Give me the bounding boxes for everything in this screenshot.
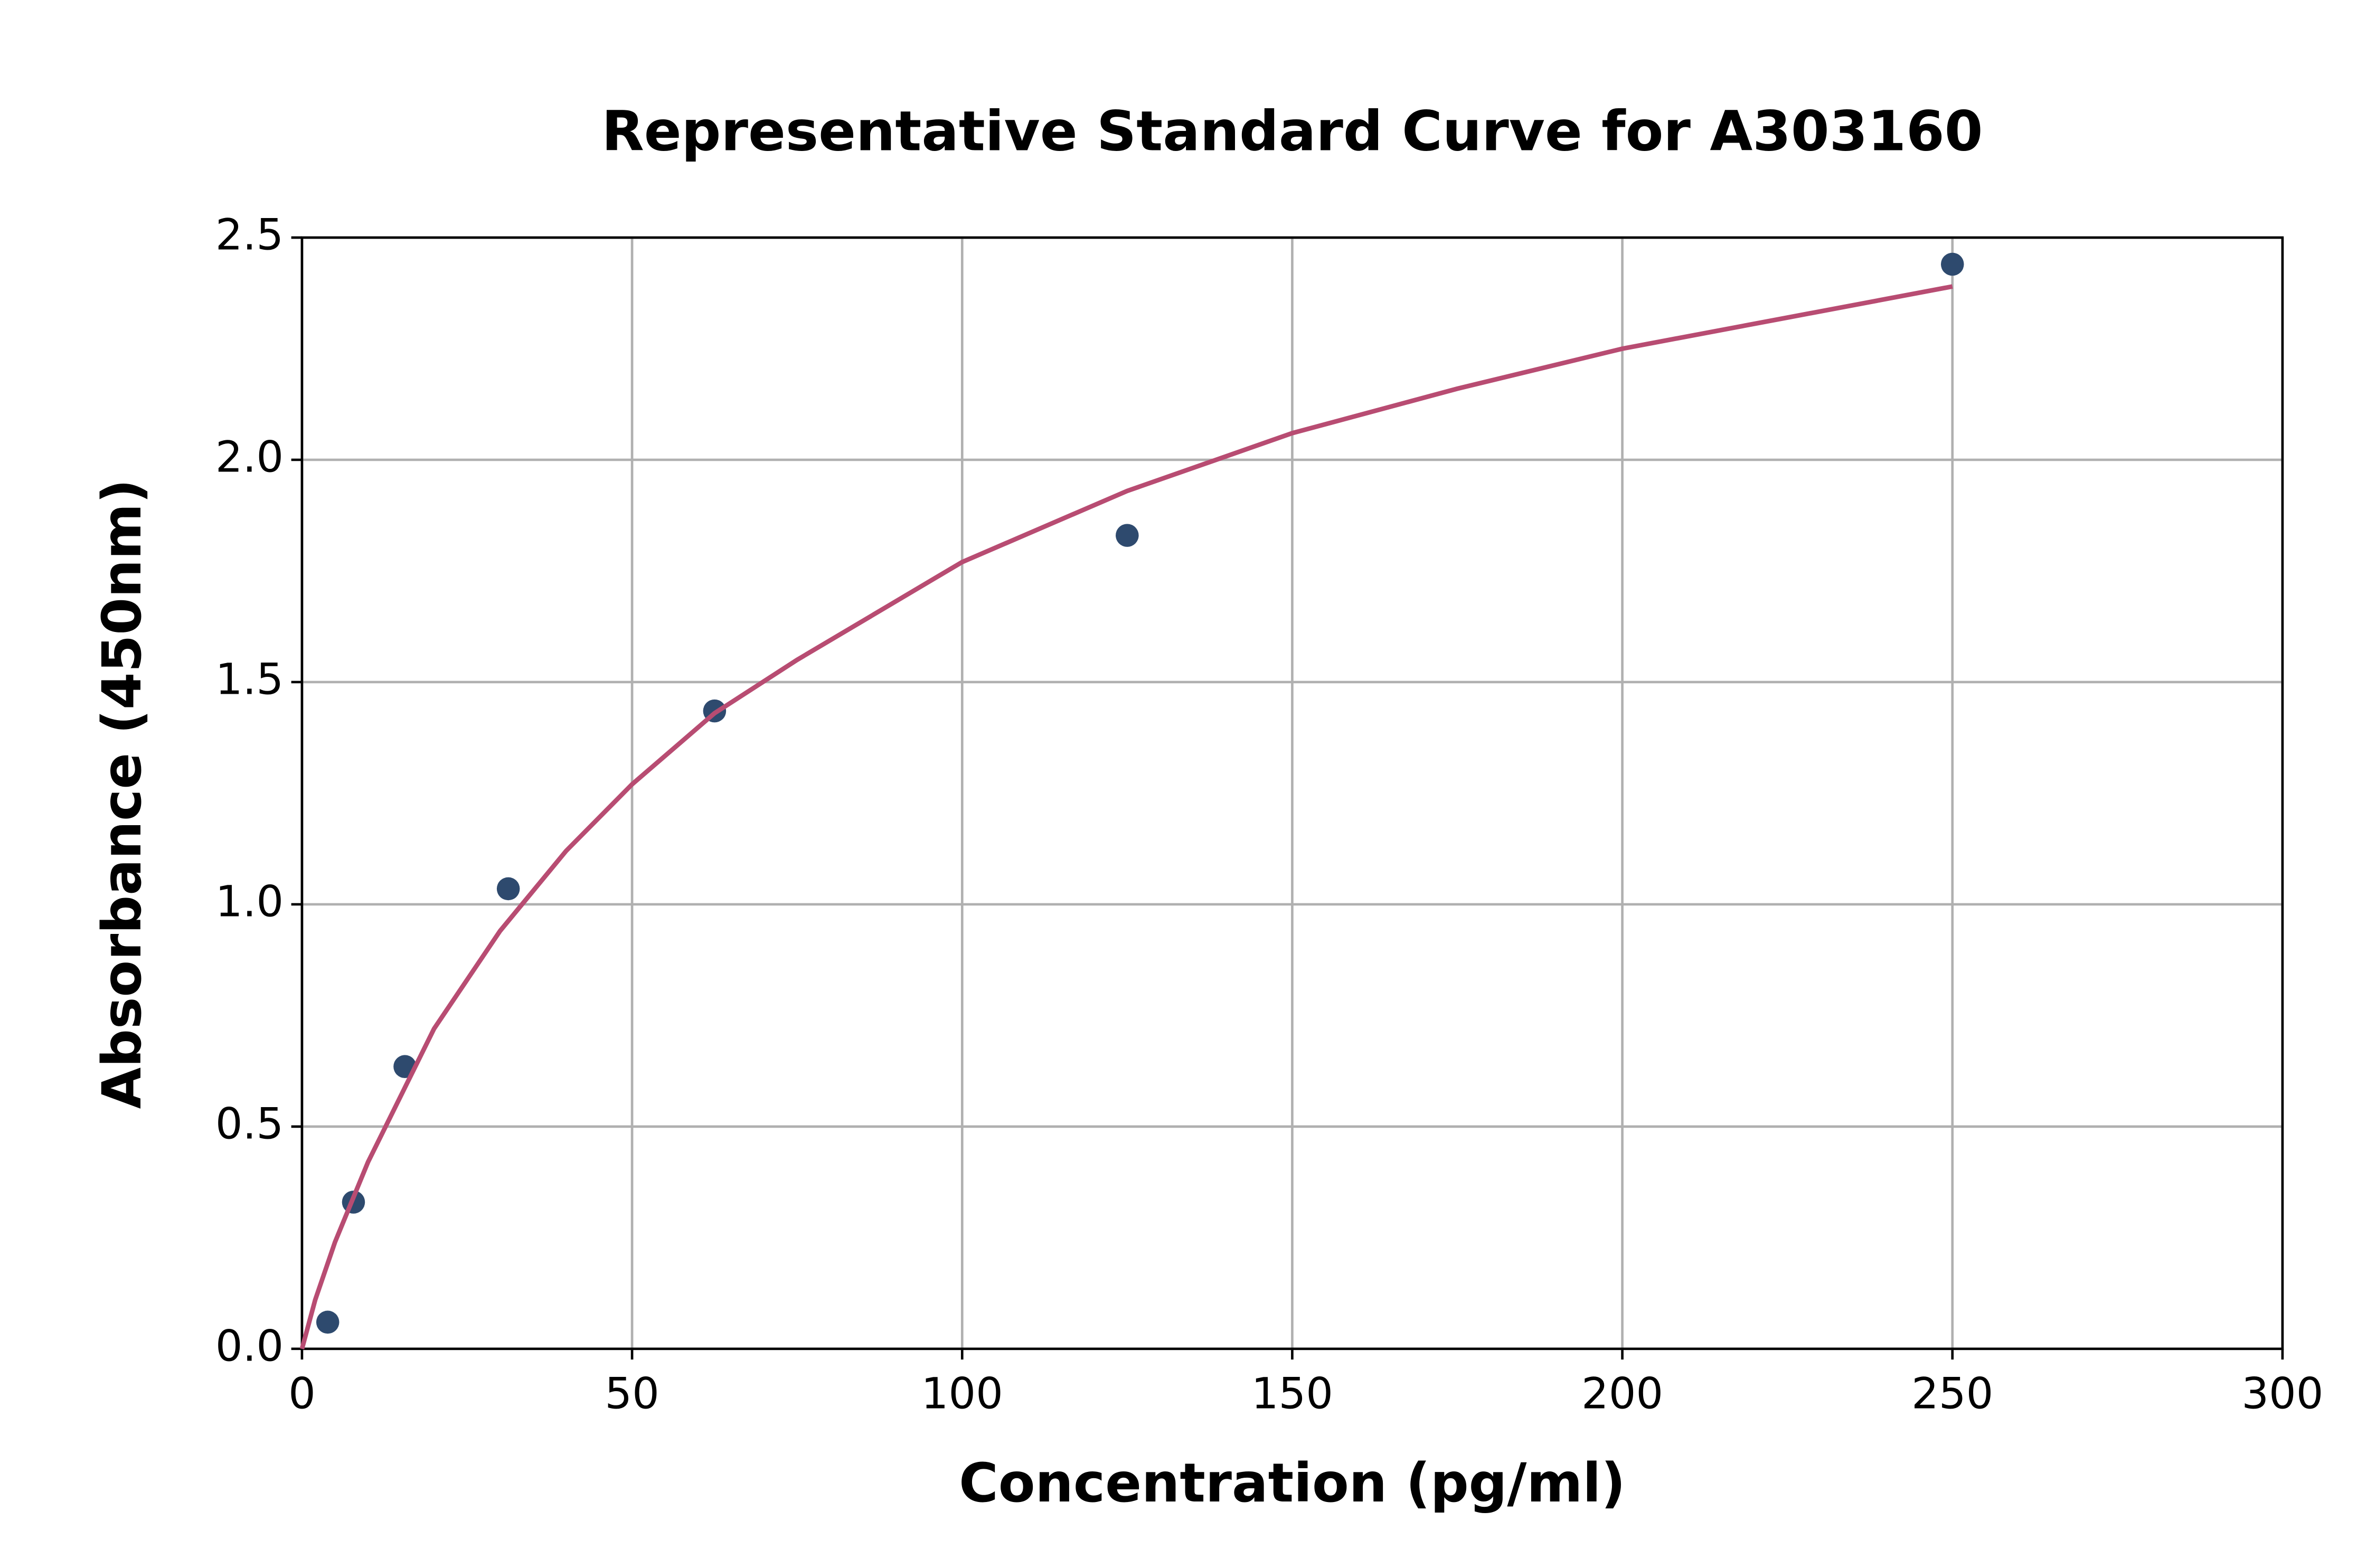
x-tick-label: 100 bbox=[921, 1369, 1003, 1419]
x-tick-label: 50 bbox=[605, 1369, 659, 1419]
x-tick-label: 0 bbox=[288, 1369, 316, 1419]
data-point bbox=[1116, 524, 1139, 547]
x-tick-label: 250 bbox=[1911, 1369, 1993, 1419]
y-tick-label: 1.5 bbox=[215, 655, 284, 704]
y-tick-label: 2.0 bbox=[215, 432, 284, 482]
x-tick-label: 200 bbox=[1581, 1369, 1663, 1419]
y-tick-label: 0.5 bbox=[215, 1099, 284, 1149]
data-point bbox=[316, 1310, 340, 1334]
y-tick-label: 1.0 bbox=[215, 877, 284, 927]
plot-frame bbox=[300, 236, 2284, 1350]
fit-curve bbox=[299, 284, 1953, 1349]
y-tick-label: 0.0 bbox=[215, 1321, 284, 1371]
x-axis-label: Concentration (pg/ml) bbox=[959, 1452, 1626, 1514]
chart-title: Representative Standard Curve for A30316… bbox=[601, 99, 1983, 163]
y-tick-label: 2.5 bbox=[215, 210, 284, 260]
x-tick-label: 300 bbox=[2241, 1369, 2323, 1419]
x-tick-label: 150 bbox=[1251, 1369, 1333, 1419]
data-point bbox=[1940, 252, 1964, 276]
data-point bbox=[496, 877, 520, 901]
y-axis-label: Absorbance (450nm) bbox=[91, 479, 153, 1109]
